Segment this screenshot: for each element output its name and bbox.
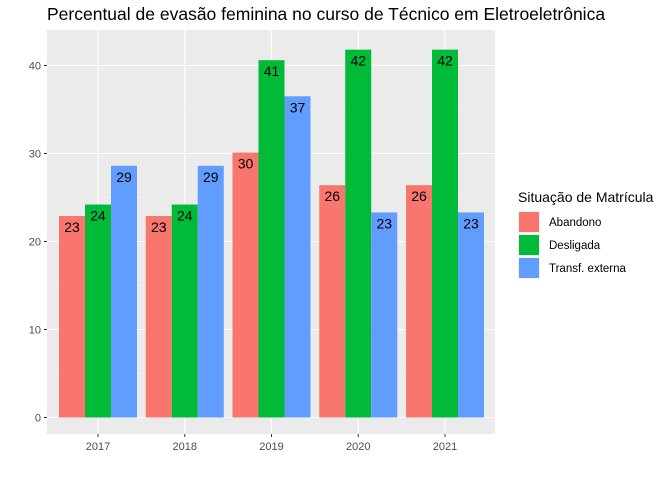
- y-tick-label: 0: [35, 413, 41, 425]
- bar: [171, 204, 198, 418]
- bar: [345, 49, 372, 418]
- bar: [406, 185, 432, 418]
- x-tick-label: 2018: [173, 441, 197, 453]
- legend-key: [519, 258, 539, 278]
- data-label: 41: [264, 63, 280, 79]
- data-label: 24: [177, 208, 193, 224]
- legend-key: [519, 212, 539, 232]
- data-label: 42: [350, 53, 366, 69]
- chart-title: Percentual de evasão feminina no curso d…: [47, 4, 605, 24]
- y-tick-label: 40: [29, 61, 41, 73]
- legend-label: Desligada: [549, 240, 601, 252]
- data-label: 29: [203, 169, 219, 185]
- legend-key: [519, 235, 539, 255]
- data-label: 30: [238, 156, 254, 172]
- x-axis: 2017 2018 2019 2020 2021: [86, 434, 457, 453]
- x-tick-label: 2021: [433, 441, 457, 453]
- bar: [432, 49, 458, 418]
- bar: [371, 212, 398, 418]
- bar: [85, 204, 111, 418]
- bar: [145, 215, 172, 418]
- bar: [319, 185, 346, 418]
- data-label: 26: [324, 188, 340, 204]
- data-labels-group: 23 23 30 26 26 24 24 41 42 42 29 29 37 23 23: [64, 53, 479, 235]
- bars-group: [59, 49, 484, 418]
- data-label: 26: [411, 188, 427, 204]
- data-label: 29: [116, 169, 132, 185]
- legend-label: Transf. externa: [549, 263, 627, 275]
- bar: [258, 60, 285, 418]
- bar: [232, 152, 259, 418]
- data-label: 23: [463, 215, 479, 231]
- y-tick-label: 20: [29, 237, 41, 249]
- legend: Situação de Matrícula Abandono Desligada T…: [518, 189, 654, 279]
- bar: [458, 212, 484, 418]
- x-tick-label: 2019: [259, 441, 283, 453]
- data-label: 24: [90, 208, 106, 224]
- legend-title: Situação de Matrícula: [518, 189, 654, 205]
- x-tick-label: 2017: [86, 441, 110, 453]
- bar: [59, 215, 85, 418]
- x-tick-label: 2020: [346, 441, 370, 453]
- data-label: 42: [437, 53, 453, 69]
- data-label: 37: [290, 99, 306, 115]
- data-label: 23: [64, 219, 80, 235]
- y-tick-label: 10: [29, 325, 41, 337]
- legend-label: Abandono: [549, 217, 601, 229]
- bar: [284, 96, 311, 418]
- y-axis: 0 10 20 30 40: [29, 61, 47, 425]
- bar: [111, 165, 137, 418]
- data-label: 23: [376, 215, 392, 231]
- data-label: 23: [151, 219, 167, 235]
- bar: [197, 165, 224, 418]
- y-tick-label: 30: [29, 149, 41, 161]
